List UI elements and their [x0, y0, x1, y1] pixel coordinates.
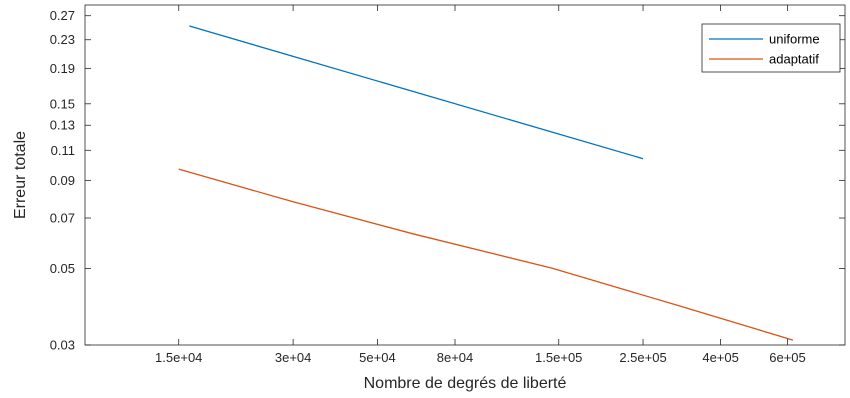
y-tick-label: 0.27 — [50, 8, 75, 23]
y-tick-label: 0.05 — [50, 261, 75, 276]
legend-box — [701, 23, 841, 73]
legend: uniforme adaptatif — [701, 23, 841, 73]
y-tick-label: 0.11 — [51, 143, 75, 158]
x-tick-label: 8e+04 — [437, 350, 474, 365]
x-tick-label: 5e+04 — [359, 350, 396, 365]
x-tick-label: 6e+05 — [769, 350, 806, 365]
y-tick-label: 0.19 — [50, 61, 75, 76]
axes-layer: 1.5e+04 3e+04 5e+04 8e+04 1.5e+05 2.5e+05 4e+0… — [50, 4, 846, 365]
series-line-adaptatif — [178, 168, 794, 341]
y-tick-label: 0.09 — [50, 173, 75, 188]
y-tick-label: 0.15 — [50, 96, 75, 111]
y-tick-label: 0.07 — [50, 211, 75, 226]
x-tick-label: 1.5e+04 — [155, 350, 202, 365]
y-axis-title: Erreur totale — [12, 131, 29, 219]
series-layer — [178, 25, 794, 341]
y-tick-label: 0.03 — [50, 338, 75, 353]
x-tick-label: 1.5e+05 — [535, 350, 582, 365]
y-tick-label: 0.13 — [50, 118, 75, 133]
legend-label: adaptatif — [769, 52, 819, 67]
x-tick-label: 4e+05 — [702, 350, 739, 365]
x-tick-label: 3e+04 — [275, 350, 312, 365]
legend-label: uniforme — [769, 32, 820, 47]
series-line-uniforme — [189, 25, 644, 160]
axes-box — [84, 4, 846, 346]
x-tick-label: 2.5e+05 — [619, 350, 666, 365]
y-tick-label: 0.23 — [50, 32, 75, 47]
x-axis-title: Nombre de degrés de liberté — [364, 375, 567, 392]
